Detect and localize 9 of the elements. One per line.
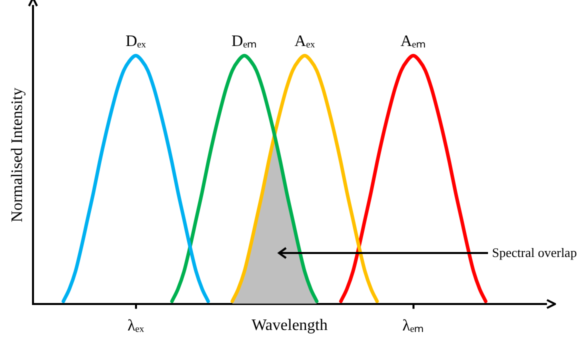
series-label: Dₑₓ <box>126 32 146 50</box>
annotation: Spectral overlap <box>492 245 577 261</box>
y-axis-title: Normalised Intensity <box>8 88 26 222</box>
series-label: Aₑₓ <box>294 32 316 50</box>
x-tick-label: λₑₓ <box>128 318 144 335</box>
series-label: Dₑₘ <box>232 32 258 50</box>
x-axis-title: Wavelength <box>252 317 328 334</box>
series-label: Aₑₘ <box>400 32 426 50</box>
x-tick-label: λₑₘ <box>402 318 424 335</box>
